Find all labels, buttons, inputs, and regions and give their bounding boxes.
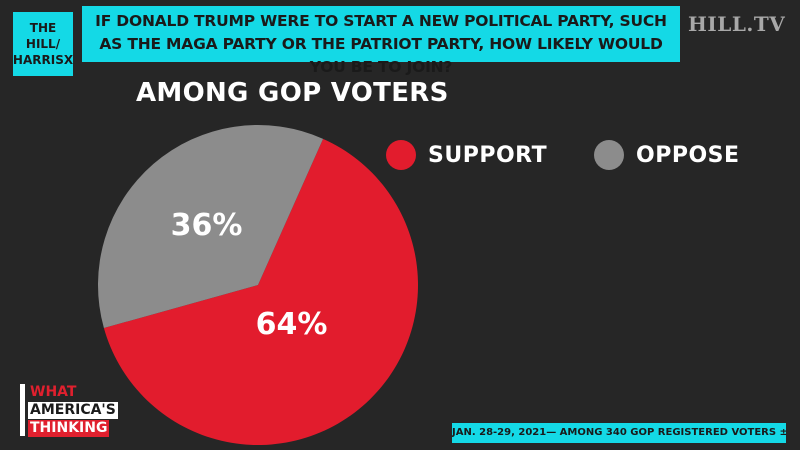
- brand-badge: THE HILL/ HARRISX: [13, 12, 73, 76]
- legend-label-oppose: OPPOSE: [636, 142, 740, 168]
- pie-label-oppose: 36%: [171, 208, 243, 243]
- brand-line-1: THE HILL/: [25, 21, 61, 51]
- logo-bar: [20, 384, 25, 436]
- legend-swatch-oppose: [594, 140, 624, 170]
- legend-label-support: SUPPORT: [428, 142, 548, 168]
- logo-line-what: WHAT: [30, 384, 77, 400]
- question-text: IF DONALD TRUMP WERE TO START A NEW POLI…: [95, 12, 667, 76]
- legend-item-support: SUPPORT: [386, 140, 547, 170]
- logo-line-americas: AMERICA'S: [28, 402, 118, 419]
- brand-line-2: HARRISX: [12, 53, 74, 67]
- chart-subtitle: AMONG GOP VOTERS: [136, 78, 449, 108]
- hilltv-logo: HILL.TV: [688, 12, 786, 36]
- question-banner: IF DONALD TRUMP WERE TO START A NEW POLI…: [82, 6, 680, 76]
- survey-footnote: JAN. 28-29, 2021— AMONG 340 GOP REGISTER…: [452, 423, 786, 443]
- logo-line-thinking: THINKING: [28, 420, 110, 437]
- legend-item-oppose: OPPOSE: [594, 140, 740, 170]
- pie-label-support: 64%: [256, 307, 328, 342]
- pie-slice-oppose: [98, 125, 324, 329]
- legend-swatch-support: [386, 140, 416, 170]
- pie-slice-support: [103, 138, 419, 445]
